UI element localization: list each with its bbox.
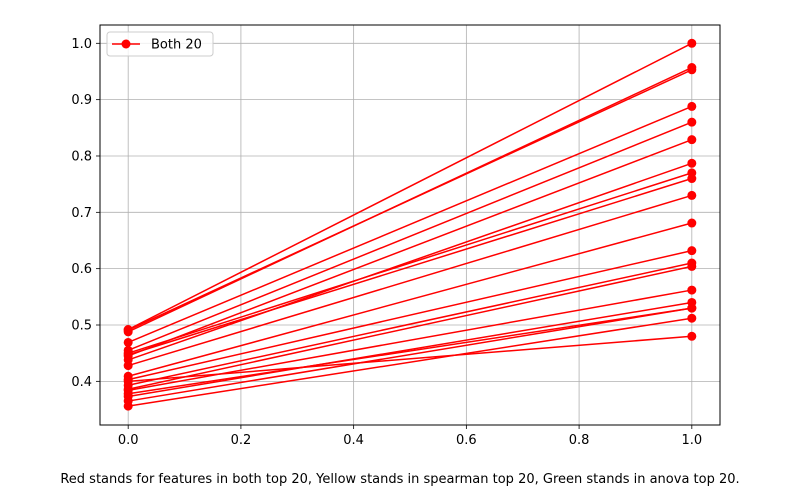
- data-point: [687, 38, 697, 48]
- series-line: [127, 121, 693, 352]
- series-line: [127, 69, 693, 331]
- series-line: [128, 335, 692, 383]
- legend: Both 20: [106, 31, 214, 57]
- x-axis: 0.0 0.2 0.4 0.6 0.8 1.0: [118, 425, 702, 448]
- data-point: [687, 261, 697, 271]
- data-point: [123, 401, 133, 411]
- series-line: [128, 301, 692, 398]
- plot-frame: [99, 24, 721, 426]
- data-point: [687, 313, 697, 323]
- y-tick-label: 0.7: [71, 206, 92, 221]
- x-tick-label: 0.4: [343, 433, 364, 448]
- series-line: [128, 249, 692, 381]
- series-line: [127, 105, 693, 344]
- y-tick-label: 0.4: [71, 375, 92, 390]
- series-line: [127, 177, 693, 356]
- data-point: [123, 350, 133, 360]
- legend-label: Both 20: [151, 38, 202, 53]
- series-markers: [123, 38, 697, 411]
- data-point: [123, 325, 133, 335]
- x-tick-label: 0.6: [456, 433, 477, 448]
- data-point: [687, 117, 697, 127]
- series-line: [128, 307, 692, 395]
- y-axis: 0.4 0.5 0.6 0.7 0.8 0.9 1.0: [71, 37, 100, 390]
- data-point: [687, 218, 697, 228]
- series-line: [127, 162, 693, 361]
- y-tick-label: 0.8: [71, 149, 92, 164]
- series-line: [127, 222, 693, 377]
- data-point: [687, 101, 697, 111]
- series-line: [128, 317, 692, 407]
- x-tick-label: 0.2: [231, 433, 252, 448]
- series-line: [128, 307, 692, 402]
- y-tick-label: 1.0: [71, 37, 92, 52]
- x-tick-label: 1.0: [681, 433, 702, 448]
- y-tick-label: 0.6: [71, 262, 92, 277]
- x-tick-label: 0.0: [118, 433, 139, 448]
- data-point: [123, 376, 133, 386]
- series-line: [127, 194, 693, 367]
- data-point: [687, 190, 697, 200]
- legend-marker-swatch: [121, 39, 131, 49]
- data-point: [687, 285, 697, 295]
- series-lines: [127, 42, 693, 407]
- series-line: [127, 172, 693, 354]
- data-point: [123, 361, 133, 371]
- legend-box: [106, 31, 214, 57]
- series-line: [127, 42, 693, 331]
- series-line: [128, 265, 692, 390]
- data-point: [687, 331, 697, 341]
- series-line: [127, 138, 693, 357]
- data-point: [687, 65, 697, 75]
- data-point: [687, 246, 697, 256]
- y-tick-label: 0.9: [71, 93, 92, 108]
- data-point: [123, 389, 133, 399]
- data-point: [123, 337, 133, 347]
- data-point: [687, 135, 697, 145]
- data-point: [687, 303, 697, 313]
- caption: Red stands for features in both top 20, …: [60, 472, 740, 487]
- y-tick-label: 0.5: [71, 319, 92, 334]
- line-chart: 0.0 0.2 0.4 0.6 0.8 1.0 0.4 0.5 0.6 0.7 0.8 0.9 1.0…: [71, 24, 721, 448]
- x-tick-label: 0.8: [569, 433, 590, 448]
- data-point: [687, 158, 697, 168]
- series-line: [128, 262, 692, 387]
- data-point: [687, 174, 697, 184]
